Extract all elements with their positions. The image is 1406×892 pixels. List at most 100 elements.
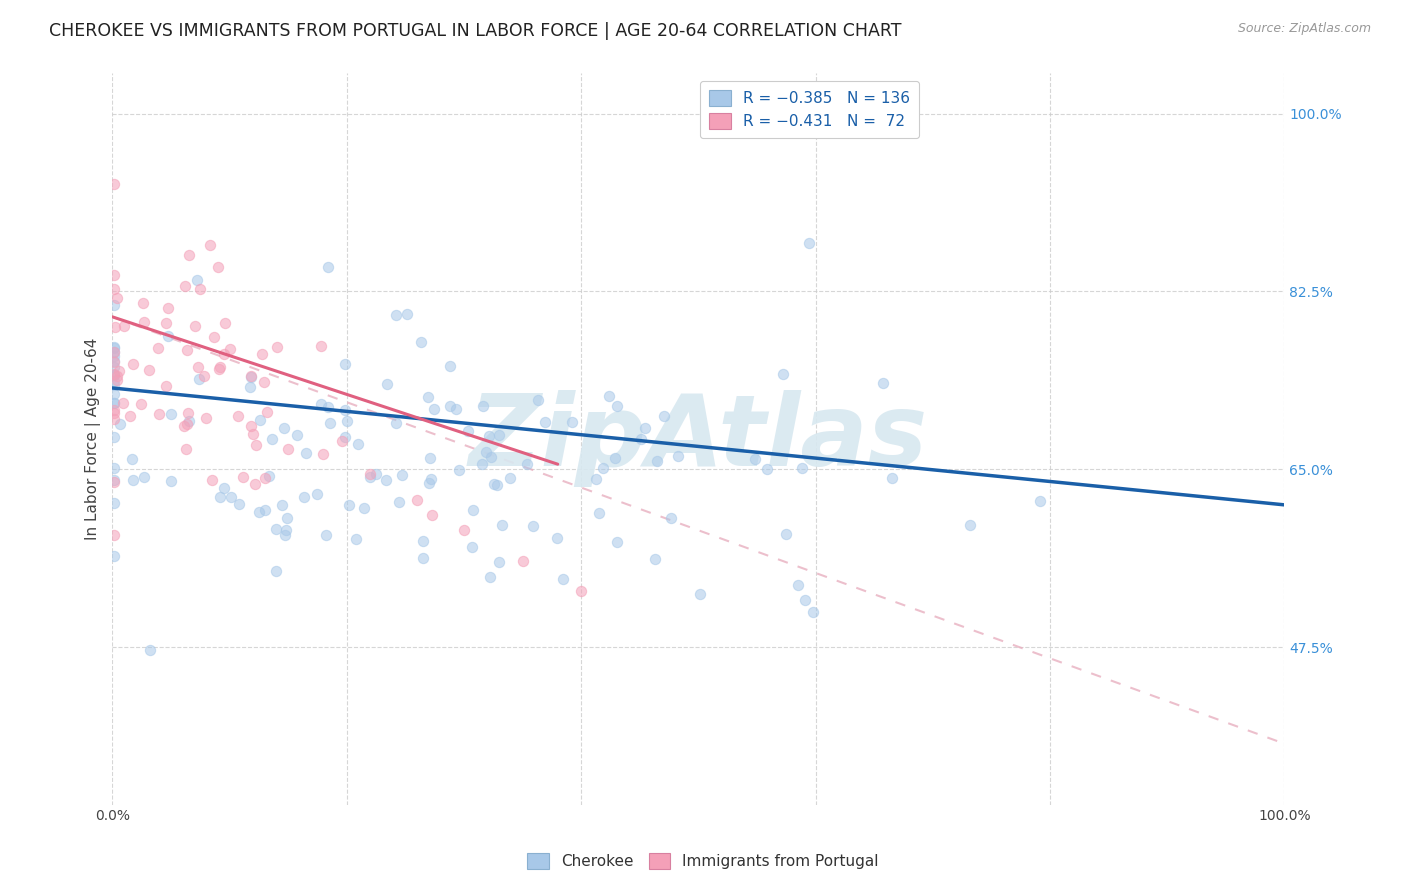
Point (787, 578, 810, 592)
Point (228, 497, 250, 511)
Point (395, 308, 418, 322)
Point (498, 471, 520, 485)
Point (387, 495, 409, 509)
Point (273, 421, 295, 435)
Text: CHEROKEE VS IMMIGRANTS FROM PORTUGAL IN LABOR FORCE | AGE 20-64 CORRELATION CHAR: CHEROKEE VS IMMIGRANTS FROM PORTUGAL IN … (49, 22, 901, 40)
Point (457, 424, 479, 438)
Point (471, 458, 494, 472)
Point (103, 430, 125, 444)
Point (274, 528, 297, 542)
Point (219, 342, 242, 356)
Point (184, 318, 207, 333)
Point (188, 282, 211, 296)
Point (606, 535, 628, 549)
Point (103, 350, 125, 364)
Point (423, 402, 446, 417)
Point (103, 473, 125, 487)
Point (630, 432, 652, 446)
Point (276, 511, 298, 525)
Point (277, 442, 299, 456)
Point (105, 373, 128, 387)
Point (219, 490, 242, 504)
Point (659, 511, 682, 525)
Point (187, 372, 209, 386)
Point (305, 487, 328, 501)
Point (250, 347, 273, 361)
Point (412, 550, 434, 565)
Point (245, 438, 267, 452)
Point (375, 376, 398, 391)
Point (103, 378, 125, 392)
Point (177, 414, 200, 428)
Point (257, 469, 280, 483)
Point (160, 407, 183, 421)
Point (292, 491, 315, 505)
Point (108, 417, 131, 431)
Point (103, 528, 125, 542)
Point (202, 330, 225, 344)
Point (274, 523, 297, 537)
Point (364, 467, 387, 481)
Point (385, 308, 408, 322)
Point (103, 406, 125, 420)
Point (285, 427, 308, 442)
Point (256, 405, 278, 419)
Point (385, 417, 408, 431)
Point (103, 340, 125, 354)
Point (416, 390, 439, 404)
Point (176, 417, 198, 431)
Point (419, 450, 441, 465)
Point (160, 475, 183, 489)
Point (797, 235, 820, 250)
Point (295, 446, 318, 460)
Point (103, 360, 125, 375)
Point (186, 273, 208, 287)
Point (359, 470, 381, 484)
Point (103, 368, 125, 383)
Point (491, 518, 513, 533)
Point (198, 237, 221, 252)
Point (880, 471, 903, 485)
Point (239, 418, 262, 433)
Point (226, 409, 249, 423)
Point (312, 447, 335, 461)
Point (336, 414, 359, 428)
Point (103, 396, 125, 410)
Point (309, 339, 332, 353)
Point (794, 592, 817, 607)
Point (157, 329, 180, 343)
Point (790, 460, 813, 475)
Point (157, 301, 180, 315)
Point (103, 177, 125, 191)
Point (333, 402, 356, 417)
Point (409, 334, 432, 349)
Point (177, 406, 200, 420)
Point (333, 357, 356, 371)
Point (103, 549, 125, 563)
Point (138, 362, 160, 376)
Point (488, 555, 510, 569)
Point (689, 587, 711, 601)
Point (585, 472, 607, 486)
Point (112, 319, 135, 334)
Point (208, 490, 231, 504)
Point (254, 502, 277, 516)
Point (103, 396, 125, 410)
Point (108, 363, 131, 377)
Point (772, 368, 794, 382)
Point (472, 399, 495, 413)
Point (516, 457, 538, 471)
Point (148, 407, 170, 421)
Point (103, 354, 125, 368)
Point (270, 498, 292, 512)
Point (264, 522, 287, 536)
Point (103, 374, 125, 388)
Point (103, 403, 125, 417)
Point (103, 412, 125, 426)
Point (461, 503, 484, 517)
Point (337, 498, 360, 512)
Point (316, 400, 339, 414)
Point (744, 452, 766, 467)
Point (187, 360, 209, 375)
Point (391, 468, 413, 483)
